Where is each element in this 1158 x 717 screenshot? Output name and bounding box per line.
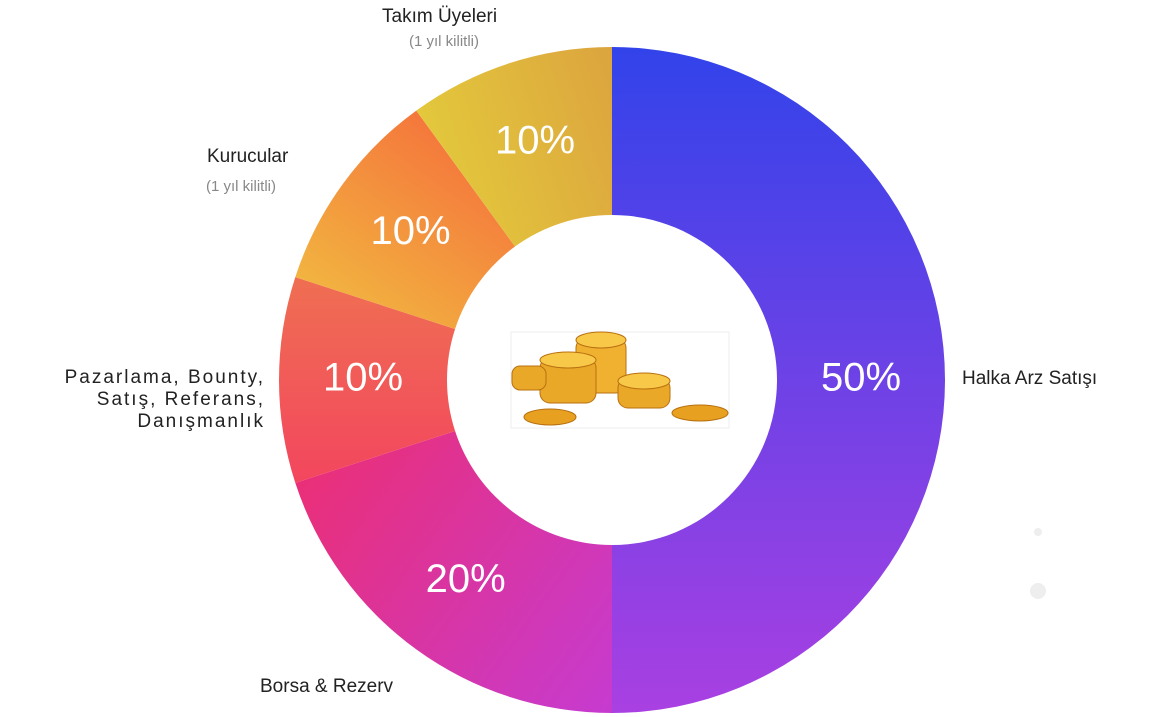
value-label: 20%	[426, 557, 506, 601]
slice	[295, 430, 612, 713]
slice	[295, 110, 516, 330]
slice	[278, 277, 456, 483]
category-sublabel: (1 yıl kilitli)	[409, 33, 479, 50]
category-label: Pazarlama, Bounty, Satış, Referans, Danı…	[64, 367, 265, 432]
slice	[612, 47, 945, 713]
category-sublabel: (1 yıl kilitli)	[206, 178, 276, 195]
category-label: Takım Üyeleri	[382, 6, 498, 27]
category-label: Halka Arz Satışı	[962, 368, 1098, 389]
category-label: Borsa & Rezerv	[260, 676, 394, 697]
decor-dot	[1034, 528, 1042, 536]
value-label: 10%	[371, 209, 451, 253]
decor-dot	[1030, 583, 1046, 599]
value-label: 10%	[323, 356, 403, 400]
slice	[416, 47, 612, 247]
value-label: 10%	[495, 119, 575, 163]
coins	[510, 331, 730, 429]
category-label: Kurucular	[207, 146, 289, 167]
value-label: 50%	[821, 356, 901, 400]
